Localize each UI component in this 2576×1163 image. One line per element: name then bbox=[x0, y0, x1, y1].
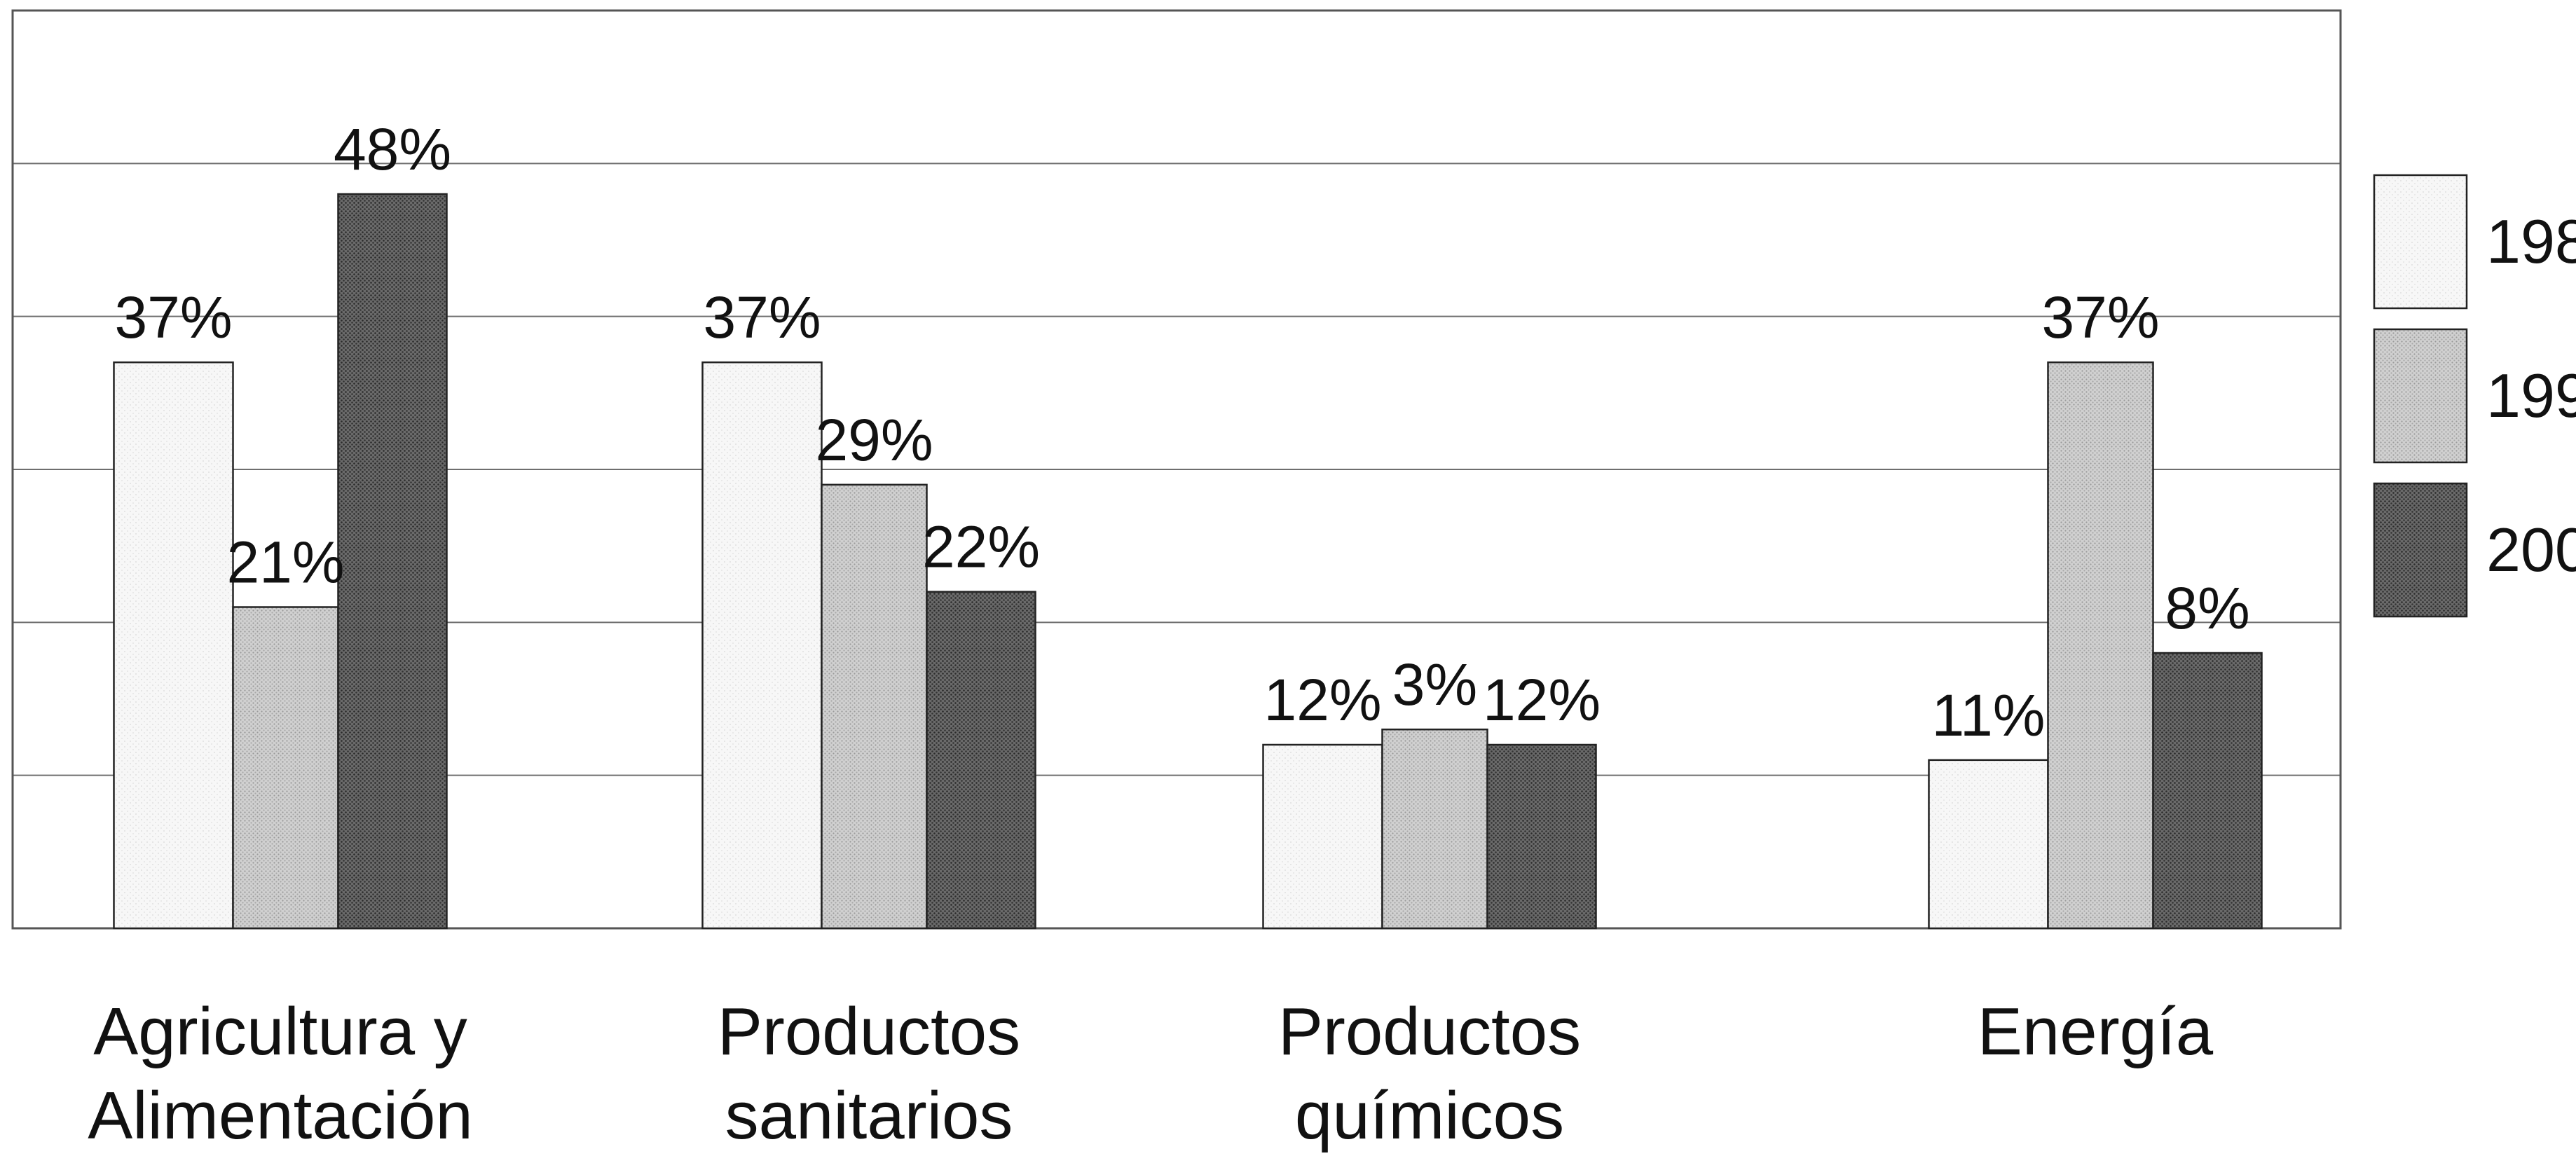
plot-area-frame bbox=[11, 9, 2342, 930]
legend-label-1980: 1980 bbox=[2486, 207, 2576, 276]
category-label-0: Agricultura y Alimentación bbox=[88, 994, 473, 1153]
data-label-1980-1: 37% bbox=[703, 284, 821, 350]
category-label-1: Productos sanitarios bbox=[718, 994, 1020, 1153]
bar-1980-0 bbox=[113, 361, 234, 930]
data-label-2000-2: 12% bbox=[1483, 667, 1601, 733]
bar-1980-1 bbox=[701, 361, 823, 930]
bar-2000-0 bbox=[337, 193, 448, 930]
data-label-1980-3: 11% bbox=[1932, 682, 2046, 748]
category-labels: Agricultura y Alimentación Productos sanita… bbox=[88, 994, 2214, 1153]
legend-label-1990: 1990 bbox=[2486, 361, 2576, 430]
bar-1980-3 bbox=[1928, 759, 2049, 930]
data-label-2000-1: 22% bbox=[922, 514, 1040, 580]
data-label-1980-2: 12% bbox=[1263, 667, 1381, 733]
data-label-1990-3: 37% bbox=[2041, 284, 2159, 350]
legend: 1980 1990 2000 bbox=[2373, 174, 2576, 618]
data-labels: 37% 37% 12% 11% 21% 29% 3% 37% 48% 22% 12% 8% bbox=[114, 116, 2249, 748]
bar-1990-1 bbox=[821, 483, 928, 930]
category-label-3: Energía bbox=[1978, 994, 2214, 1069]
bar-2000-3 bbox=[2152, 652, 2263, 930]
data-label-2000-3: 8% bbox=[2165, 575, 2249, 641]
bar-1990-2 bbox=[1381, 728, 1488, 930]
data-label-1980-0: 37% bbox=[114, 284, 232, 350]
data-label-1990-1: 29% bbox=[815, 407, 933, 473]
bar-1980-2 bbox=[1262, 743, 1383, 930]
legend-swatch-2000 bbox=[2373, 482, 2468, 618]
bar-1990-3 bbox=[2047, 361, 2154, 930]
data-label-2000-0: 48% bbox=[334, 116, 451, 182]
bar-2000-1 bbox=[926, 591, 1036, 930]
legend-swatch-1990 bbox=[2373, 328, 2468, 464]
bar-2000-2 bbox=[1486, 743, 1597, 930]
category-label-2: Productos químicos bbox=[1278, 994, 1581, 1153]
data-label-1990-2: 3% bbox=[1392, 652, 1477, 717]
data-label-1990-0: 21% bbox=[226, 530, 344, 596]
legend-label-2000: 2000 bbox=[2486, 515, 2576, 584]
legend-swatch-1980 bbox=[2373, 174, 2468, 310]
bar-1990-0 bbox=[232, 606, 339, 930]
bars bbox=[113, 193, 2263, 930]
